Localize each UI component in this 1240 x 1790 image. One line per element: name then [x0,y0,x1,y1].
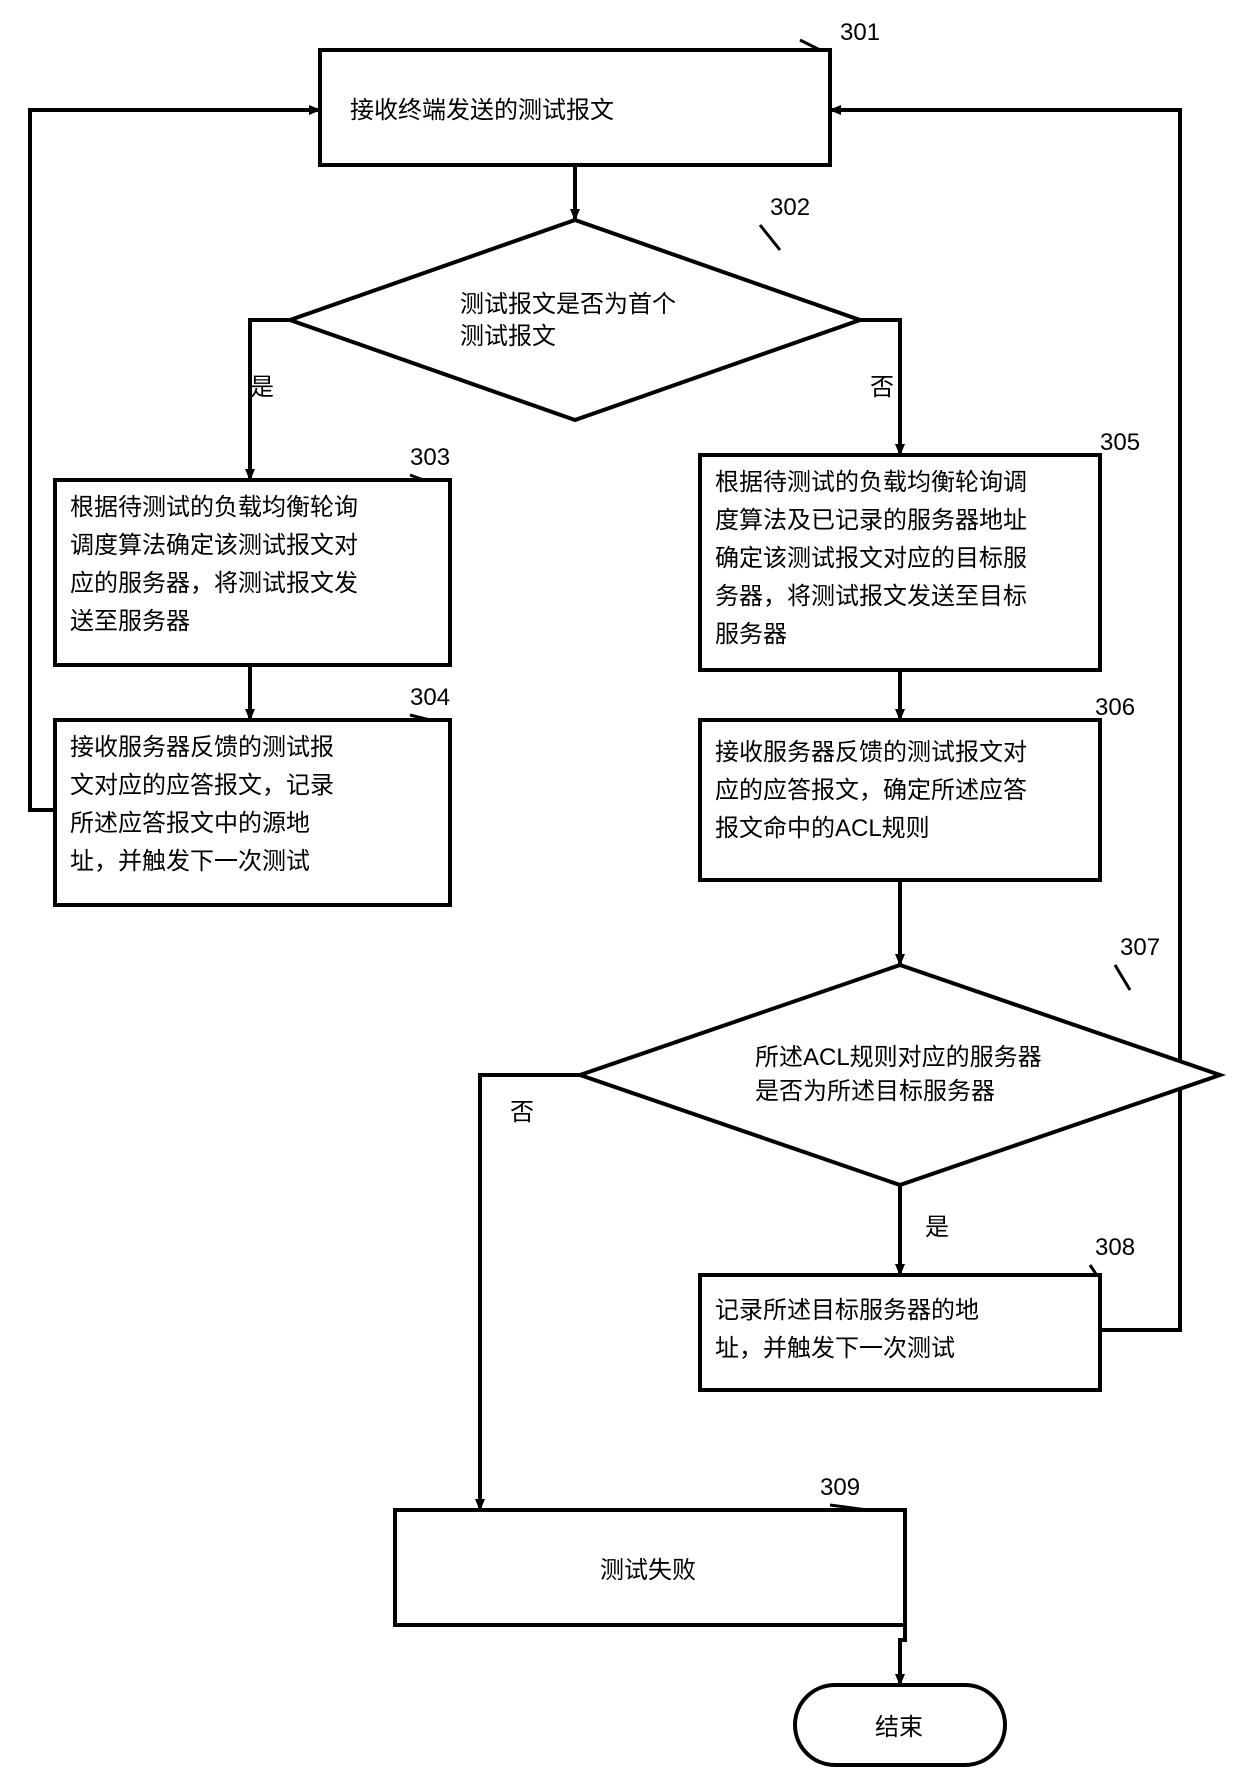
node-text: 址，并触发下一次测试 [715,1335,955,1362]
ref-number: 303 [410,444,450,471]
node-text: 测试报文是否为首个 [460,291,676,318]
ref-number: 304 [410,684,450,711]
node-text: 应的服务器，将测试报文发 [70,570,358,597]
node-text: 调度算法确定该测试报文对 [70,532,358,559]
node-text: 送至服务器 [70,608,190,635]
node-text: 测试失败 [600,1557,696,1584]
ref-number: 306 [1095,694,1135,721]
ref-number: 308 [1095,1234,1135,1261]
node-text: 报文命中的ACL规则 [715,815,930,842]
node-text: 记录所述目标服务器的地 [715,1297,979,1324]
terminator-label: 结束 [875,1714,923,1741]
edge-label: 否 [510,1099,534,1126]
process-box [700,1275,1100,1390]
node-text: 根据待测试的负载均衡轮询调 [715,469,1027,496]
node-text: 是否为所述目标服务器 [755,1078,995,1105]
node-text: 测试报文 [460,323,556,350]
ref-number: 309 [820,1474,860,1501]
node-text: 根据待测试的负载均衡轮询 [70,494,358,521]
node-text: 应的应答报文，确定所述应答 [715,777,1027,804]
edge-label: 否 [870,374,894,401]
node-text: 所述应答报文中的源地 [70,810,310,837]
node-text: 度算法及已记录的服务器地址 [715,507,1027,534]
ref-number: 301 [840,19,880,46]
node-text: 确定该测试报文对应的目标服 [715,545,1027,572]
node-text: 接收终端发送的测试报文 [350,97,614,124]
node-text: 所述ACL规则对应的服务器 [755,1044,1042,1071]
ref-number: 302 [770,194,810,221]
node-text: 服务器 [715,621,787,648]
node-text: 接收服务器反馈的测试报文对 [715,739,1027,766]
edge-label: 是 [250,374,274,401]
edge-label: 是 [925,1214,949,1241]
node-text: 接收服务器反馈的测试报 [70,734,334,761]
node-text: 文对应的应答报文，记录 [70,772,334,799]
ref-number: 305 [1100,429,1140,456]
ref-number: 307 [1120,934,1160,961]
node-text: 务器，将测试报文发送至目标 [715,583,1027,610]
node-text: 址，并触发下一次测试 [70,848,310,875]
